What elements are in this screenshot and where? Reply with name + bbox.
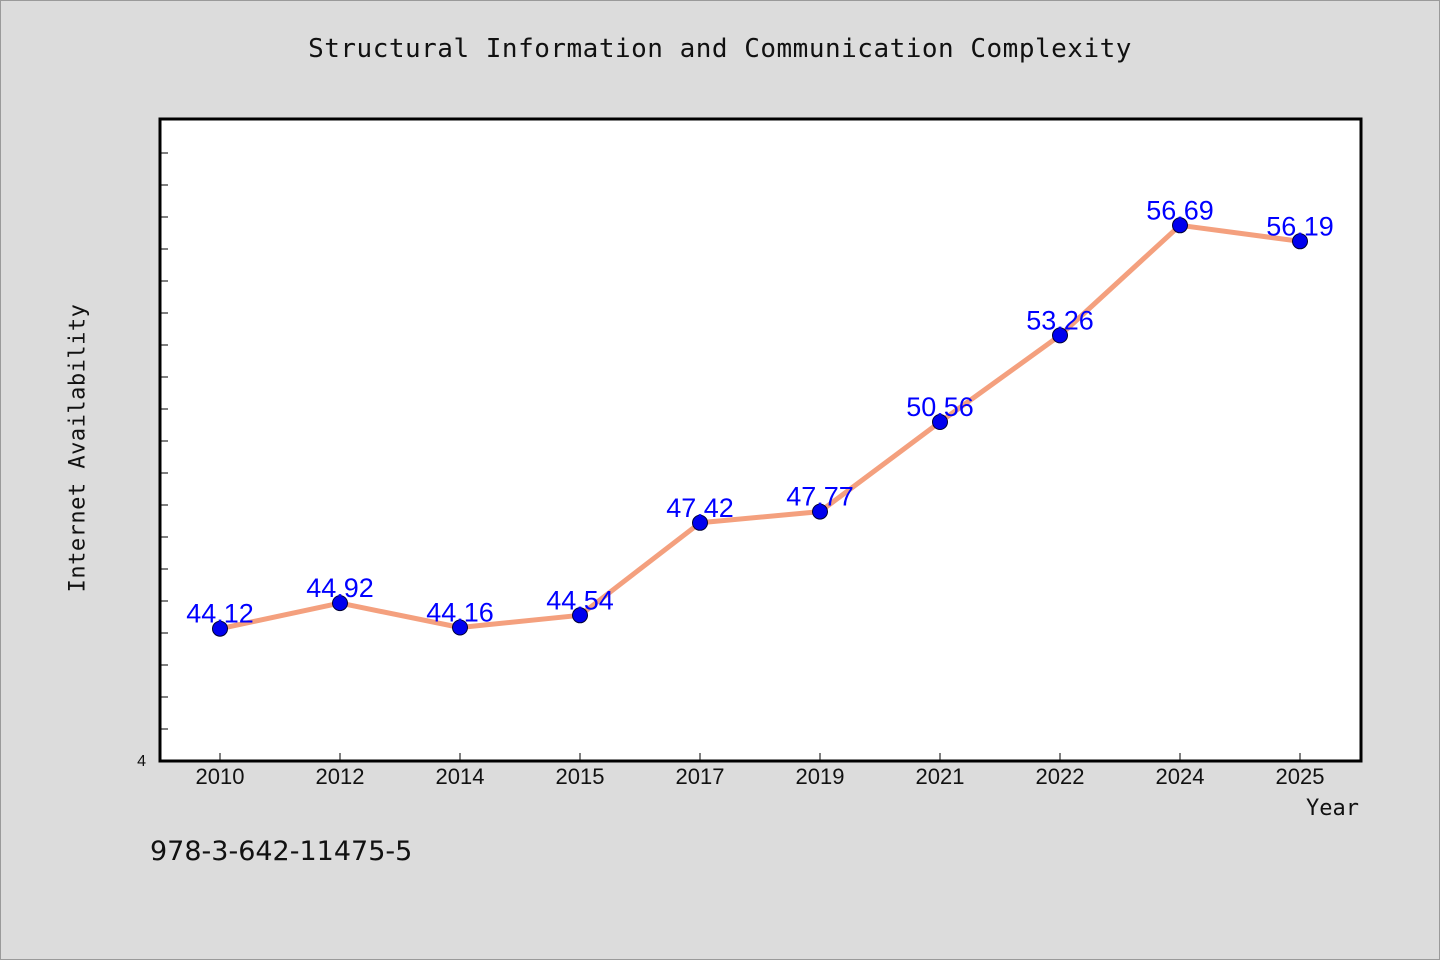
isbn-text: 978-3-642-11475-5 xyxy=(150,836,413,867)
data-point xyxy=(1052,327,1068,344)
x-tick-label: 2014 xyxy=(436,764,485,789)
x-tick-label: 2015 xyxy=(556,764,605,789)
x-tick-label: 2024 xyxy=(1156,764,1205,789)
data-label: 56.69 xyxy=(1146,195,1214,225)
data-markers xyxy=(212,217,1308,637)
y-tick-label: 4 xyxy=(137,753,146,770)
x-tick-label: 2012 xyxy=(316,764,365,789)
data-label: 47.42 xyxy=(666,493,734,523)
x-tick-label: 2021 xyxy=(916,764,965,789)
x-tick-label: 2017 xyxy=(676,764,725,789)
data-label: 44.16 xyxy=(426,598,494,628)
data-point xyxy=(212,620,228,637)
x-tick-label: 2010 xyxy=(196,764,245,789)
y-ticks xyxy=(160,152,168,762)
series-line xyxy=(219,222,1301,632)
data-label: 50.56 xyxy=(906,392,974,422)
data-point xyxy=(692,514,708,531)
data-label: 47.77 xyxy=(786,482,854,512)
data-point xyxy=(1172,217,1188,234)
data-point xyxy=(332,595,348,612)
chart-title: Structural Information and Communication… xyxy=(308,34,1132,64)
data-label: 44.92 xyxy=(306,573,374,603)
x-ticks xyxy=(219,753,1301,761)
x-tick-label: 2019 xyxy=(796,764,845,789)
data-point xyxy=(932,414,948,430)
plot-area xyxy=(158,117,1363,763)
data-label: 56.19 xyxy=(1266,211,1334,241)
data-point xyxy=(452,619,468,636)
x-axis-label: Year xyxy=(1306,796,1359,821)
x-tick-label: 2022 xyxy=(1036,764,1085,789)
data-labels: 44.12 44.92 44.16 44.54 47.42 47.77 50.56 53.26… xyxy=(186,195,1334,628)
data-label: 44.54 xyxy=(546,585,614,615)
data-point xyxy=(1292,233,1308,250)
x-tick-label: 2025 xyxy=(1276,764,1325,789)
data-point xyxy=(572,607,588,624)
x-tick-labels: 2010 2012 2014 2015 2017 2019 2021 2022 2024 2025 xyxy=(196,764,1325,789)
data-point xyxy=(812,503,828,520)
data-label: 44.12 xyxy=(186,599,254,629)
data-label: 53.26 xyxy=(1026,305,1094,335)
